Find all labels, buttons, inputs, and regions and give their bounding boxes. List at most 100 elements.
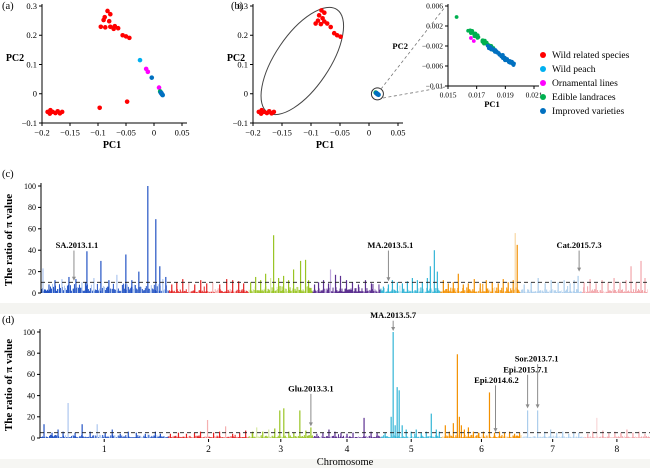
chart-d: 0 20 40 60 80 100 The ratio of π value 1 2 3 4 5 6 7 8…	[3, 310, 650, 468]
data-point	[322, 10, 327, 16]
x-tick-label: 0.021	[526, 91, 543, 100]
scan-artifact-band	[0, 459, 650, 468]
inset-connectors	[380, 6, 446, 99]
legend-item-label: Wild related species	[552, 49, 630, 61]
y-axis-title: The ratio of π value	[3, 339, 15, 431]
data-point	[505, 57, 510, 61]
chart-b: −0.2 −0.15 −0.1 −0.05 0 0.05 −0.1 0 0.1 0.2 0.3 PC1…	[227, 1, 406, 151]
chromosome-label: 3	[278, 445, 283, 455]
annotation-label: Epi.2015.7.1	[503, 364, 548, 374]
axes	[41, 4, 187, 124]
legend-item: Wild peach	[540, 62, 629, 76]
y-tick-label: −0.01	[426, 82, 444, 91]
y-tick-label: 0.006	[426, 2, 443, 11]
data-point	[159, 92, 165, 97]
x-tick-label: 0.05	[391, 128, 406, 138]
y-axis-title: PC2	[227, 53, 245, 64]
annotation-label: Epi.2014.6.2	[474, 375, 519, 385]
x-tick-label: 0	[367, 128, 371, 138]
y-tick-label: 0	[33, 89, 37, 99]
y-tick-label: 60	[28, 225, 36, 234]
x-tick-label: −0.05	[116, 128, 136, 138]
chart-a: −0.2 −0.15 −0.1 −0.05 0 0.05 −0.1 0 0.1 0.2 0.3 PC1…	[6, 1, 190, 151]
x-tick-label: −0.15	[272, 128, 292, 138]
annotation-arrowhead	[577, 267, 582, 272]
panel-label-b: (b)	[231, 1, 244, 12]
data-point	[469, 36, 473, 40]
cluster-circle	[370, 87, 384, 101]
data-point	[127, 35, 132, 41]
chromosome-label: 2	[206, 445, 211, 455]
data-point	[500, 54, 505, 59]
data-point	[137, 57, 143, 63]
chromosome-label: 6	[479, 445, 484, 455]
data-point	[454, 15, 459, 19]
x-axis-title: PC1	[103, 140, 121, 151]
y-tick-label: 0.002	[426, 22, 443, 31]
y-tick-label: 100	[23, 328, 35, 337]
panel-label-d: (d)	[2, 315, 15, 326]
data-point	[271, 109, 277, 115]
chart-b-inset: 0.015 0.017 0.019 0.021 0.006 0.002 −0.002 −0.0…	[392, 2, 542, 109]
x-axis-title: Chromosome	[317, 457, 374, 468]
data-point	[375, 92, 381, 97]
data-point	[318, 21, 324, 27]
data-point	[324, 21, 330, 26]
legend-item: Ornamental lines	[540, 76, 629, 90]
y-tick-label: 0	[31, 434, 35, 443]
annotation-label: Sor.2013.7.1	[515, 354, 559, 364]
x-tick-label: 0.05	[175, 128, 190, 138]
data-point	[472, 34, 477, 39]
axes	[447, 4, 539, 87]
chromosome-label: 8	[615, 445, 620, 455]
data-point	[106, 18, 112, 24]
x-tick-label: 0.019	[497, 91, 514, 100]
y-tick-label: 0	[32, 289, 36, 298]
annotation-arrowhead	[493, 428, 498, 433]
legend-marker	[540, 94, 546, 100]
y-tick-label: 100	[24, 182, 36, 191]
inset-connector-line	[380, 6, 446, 90]
y-tick-label: 0.2	[237, 30, 248, 40]
x-tick-label: 0.017	[468, 91, 485, 100]
y-tick-label: 0.1	[237, 59, 248, 69]
scan-artifact-band	[0, 303, 650, 314]
panel-label-c: (c)	[2, 169, 14, 180]
legend-marker	[540, 52, 546, 58]
annotation-label: MA.2013.5.1	[367, 240, 413, 250]
y-tick-label: 40	[27, 391, 35, 400]
x-tick-label: −0.1	[90, 128, 105, 138]
data-point	[495, 50, 499, 55]
y-tick-label: 80	[27, 349, 35, 358]
x-tick-label: −0.2	[245, 128, 260, 138]
data-point	[489, 46, 494, 51]
data-point	[471, 39, 476, 43]
y-tick-label: −0.006	[422, 62, 443, 71]
x-tick-label: −0.2	[34, 128, 49, 138]
data-point	[328, 24, 334, 30]
data-point	[338, 34, 343, 40]
legend-item: Edible landraces	[540, 90, 629, 104]
y-tick-label: 60	[27, 370, 35, 379]
data-point	[149, 75, 155, 80]
data-point	[47, 111, 53, 116]
data-point	[482, 38, 487, 43]
data-point	[485, 43, 490, 48]
y-axis-title: PC2	[6, 53, 24, 64]
data-point	[108, 11, 113, 17]
legend-marker	[540, 80, 546, 86]
y-tick-label: 20	[27, 413, 35, 422]
legend-item: Improved varieties	[540, 104, 629, 118]
x-tick-label: −0.15	[60, 128, 80, 138]
legend-item: Wild related species	[540, 48, 629, 62]
panel-label-a: (a)	[2, 1, 14, 12]
data-point	[105, 8, 110, 14]
legend-marker	[540, 66, 546, 72]
annotation-label: MA.2013.5.7	[370, 310, 417, 320]
chromosome-label: 5	[409, 445, 414, 455]
x-axis-title: PC1	[316, 140, 334, 151]
data-point	[334, 32, 340, 38]
data-point	[316, 13, 322, 18]
legend-item-label: Edible landraces	[552, 91, 616, 103]
